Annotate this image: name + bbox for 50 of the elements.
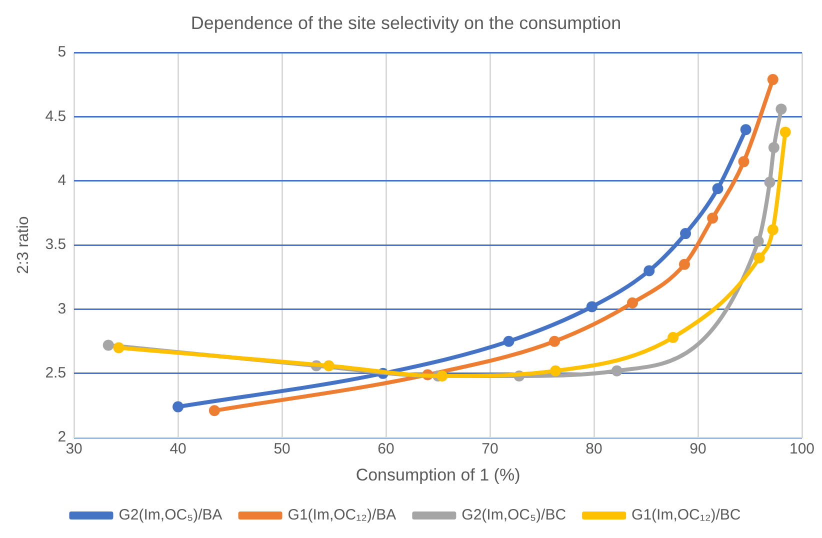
y-tick-label: 4: [58, 172, 66, 190]
point: [503, 336, 514, 347]
point: [113, 342, 124, 354]
point: [764, 176, 776, 188]
point: [436, 370, 448, 382]
legend-label: G2(Im,OC₅)/BC: [462, 506, 566, 524]
point: [550, 365, 562, 376]
y-axis-title: 2:3 ratio: [15, 216, 32, 274]
point: [712, 183, 724, 194]
point: [738, 156, 750, 168]
y-tick-label: 4.5: [45, 108, 66, 125]
x-tick-label: 80: [586, 440, 602, 458]
point: [767, 74, 778, 86]
legend-label: G1(Im,OC₁₂)/BA: [288, 506, 396, 524]
y-tick-label: 2: [58, 428, 66, 446]
x-axis-title: Consumption of 1 (%): [356, 465, 520, 484]
x-tick-label: 100: [789, 440, 815, 458]
point: [754, 252, 765, 264]
y-tick-label: 3: [58, 300, 66, 318]
point: [680, 228, 692, 240]
x-tick-label: 30: [66, 440, 82, 458]
y-tick-label: 5: [58, 44, 66, 61]
point: [548, 336, 560, 347]
point: [780, 126, 791, 138]
point: [776, 104, 787, 115]
x-tick-label: 90: [690, 440, 706, 458]
x-tick-label: 60: [378, 440, 394, 458]
point: [752, 236, 764, 247]
point: [102, 340, 114, 351]
point: [668, 332, 679, 343]
x-tick-label: 50: [274, 440, 290, 458]
point: [644, 265, 655, 276]
point: [768, 142, 780, 154]
point: [172, 401, 184, 412]
point: [323, 360, 334, 372]
point: [586, 301, 598, 312]
legend-label: G1(Im,OC₁₂)/BC: [632, 506, 741, 524]
point: [740, 124, 752, 136]
legend-label: G2(Im,OC₅)/BA: [118, 506, 222, 524]
point: [767, 224, 778, 236]
point: [707, 212, 718, 224]
point: [208, 405, 220, 416]
x-tick-label: 70: [482, 440, 498, 458]
point: [626, 297, 638, 308]
point: [678, 258, 690, 270]
point: [611, 365, 622, 376]
y-tick-label: 2.5: [45, 364, 66, 382]
chart-title: Dependence of the site selectivity on the consumption: [190, 12, 622, 33]
x-tick-label: 40: [170, 440, 186, 458]
y-tick-label: 3.5: [45, 236, 66, 254]
